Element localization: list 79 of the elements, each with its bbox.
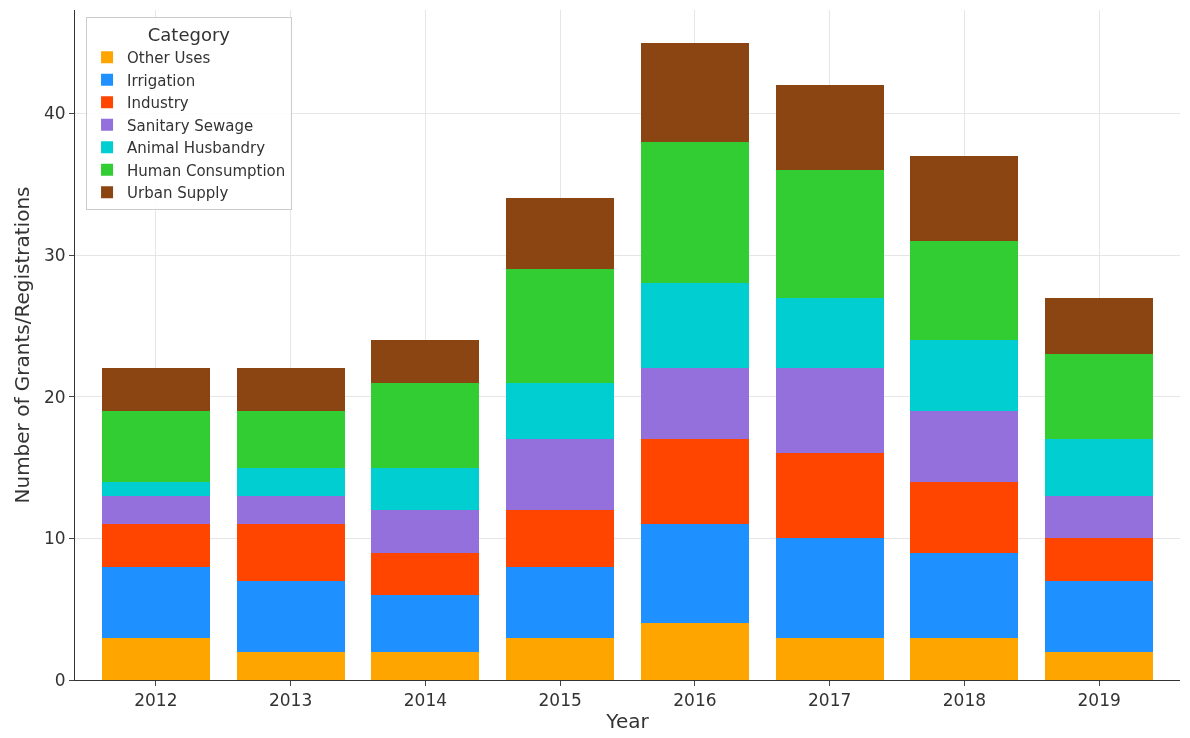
x-tick-label: 2012	[134, 690, 178, 711]
x-tick-label: 2018	[942, 690, 987, 711]
bar	[236, 651, 345, 680]
bar	[640, 623, 749, 680]
bar	[101, 566, 210, 638]
x-tick-label: 2017	[808, 690, 852, 711]
bar	[506, 637, 615, 680]
legend-label: Industry	[127, 94, 189, 113]
y-tick-label: 0	[54, 669, 66, 690]
legend-label: Irrigation	[127, 71, 196, 90]
bar	[506, 439, 615, 511]
legend-label: Sanitary Sewage	[127, 116, 254, 135]
bar	[371, 651, 480, 680]
bar	[101, 410, 210, 482]
bar	[640, 141, 749, 284]
bar	[236, 368, 345, 411]
legend-label: Urban Supply	[127, 184, 229, 203]
bar	[775, 170, 884, 298]
bar	[101, 524, 210, 567]
bar	[236, 524, 345, 581]
bar	[236, 495, 345, 525]
bar	[640, 439, 749, 525]
bar	[371, 510, 480, 553]
bar	[1045, 495, 1154, 539]
bar	[910, 481, 1019, 553]
y-tick-label: 30	[43, 245, 66, 265]
bar	[910, 240, 1019, 341]
bar	[910, 410, 1019, 482]
bar	[1045, 297, 1154, 355]
bar	[371, 382, 480, 468]
bar	[506, 382, 615, 440]
bar	[775, 637, 884, 680]
bar	[506, 566, 615, 638]
y-tick-label: 10	[43, 528, 66, 549]
x-tick-label: 2016	[673, 690, 717, 711]
bar	[640, 524, 749, 624]
bar	[371, 467, 480, 511]
legend-title: Category	[147, 24, 231, 46]
bar	[775, 368, 884, 454]
legend-label: Animal Husbandry	[127, 139, 266, 158]
bar	[1045, 580, 1154, 652]
y-axis-title: Number of Grants/Registrations	[10, 186, 35, 504]
bar	[910, 340, 1019, 411]
bar	[775, 538, 884, 638]
x-tick-label: 2015	[538, 690, 582, 711]
bar	[101, 481, 210, 496]
bar	[101, 368, 210, 411]
bar	[640, 368, 749, 440]
bar	[371, 340, 480, 383]
bar	[775, 85, 884, 171]
bar	[910, 637, 1019, 680]
legend-label: Other Uses	[127, 49, 211, 68]
bar	[775, 297, 884, 369]
legend-label: Human Consumption	[127, 161, 286, 180]
x-tick-label: 2014	[403, 690, 447, 711]
bar	[1045, 651, 1154, 680]
bar	[506, 510, 615, 567]
y-tick-label: 40	[43, 103, 66, 124]
bar	[640, 283, 749, 369]
bar	[775, 453, 884, 539]
x-axis-title: Year	[605, 708, 650, 733]
bar	[640, 42, 749, 142]
bar	[236, 467, 345, 496]
bar	[910, 155, 1019, 241]
bar	[101, 495, 210, 525]
bar	[236, 410, 345, 468]
bar	[1045, 439, 1154, 496]
x-tick-label: 2019	[1077, 690, 1121, 711]
x-tick-label: 2013	[268, 690, 313, 711]
bar	[101, 637, 210, 680]
bar	[236, 580, 345, 652]
bar	[910, 552, 1019, 638]
bar	[1045, 354, 1154, 440]
bar	[506, 198, 615, 270]
y-tick-label: 20	[43, 386, 66, 407]
bar	[506, 269, 615, 383]
bar	[371, 595, 480, 652]
bar	[371, 552, 480, 596]
bar	[1045, 538, 1154, 581]
